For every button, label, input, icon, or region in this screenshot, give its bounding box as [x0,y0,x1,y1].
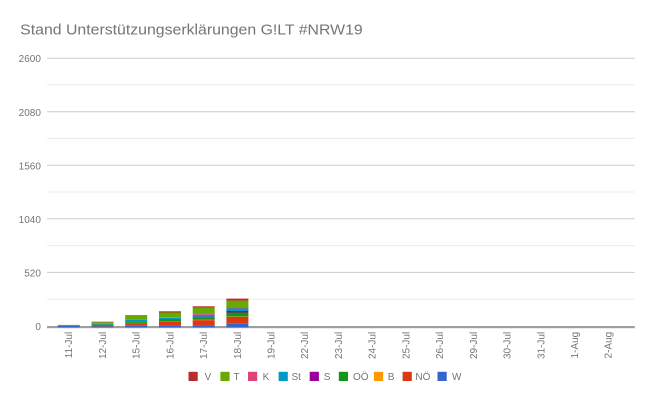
svg-text:29-Jul: 29-Jul [469,332,480,359]
svg-text:V: V [205,372,212,383]
svg-text:24-Jul: 24-Jul [368,332,379,359]
svg-text:25-Jul: 25-Jul [401,332,412,359]
svg-text:Stand Unterstützungserklärunge: Stand Unterstützungserklärungen G!LT #NR… [20,22,363,39]
svg-text:26-Jul: 26-Jul [435,332,446,359]
svg-text:OÖ: OÖ [353,371,369,383]
svg-text:12-Jul: 12-Jul [98,332,109,359]
svg-text:B: B [388,372,395,383]
svg-text:NÖ: NÖ [415,371,430,383]
svg-text:2080: 2080 [19,108,42,119]
svg-text:15-Jul: 15-Jul [132,332,143,359]
svg-text:19-Jul: 19-Jul [267,332,278,359]
svg-text:18-Jul: 18-Jul [233,332,244,359]
svg-text:2-Aug: 2-Aug [604,332,615,359]
svg-text:W: W [452,372,462,383]
svg-text:2600: 2600 [19,54,42,65]
svg-text:31-Jul: 31-Jul [536,332,547,359]
svg-text:T: T [234,372,240,383]
svg-text:16-Jul: 16-Jul [165,332,176,359]
svg-text:0: 0 [35,322,41,333]
svg-text:St: St [292,372,302,383]
svg-text:22-Jul: 22-Jul [300,332,311,359]
svg-text:K: K [263,372,270,383]
svg-text:23-Jul: 23-Jul [334,332,345,359]
svg-text:30-Jul: 30-Jul [503,332,514,359]
svg-text:11-Jul: 11-Jul [64,332,75,359]
svg-text:520: 520 [24,268,41,279]
svg-text:1560: 1560 [19,161,42,172]
svg-text:1-Aug: 1-Aug [570,332,581,359]
svg-text:1040: 1040 [19,215,42,226]
svg-text:17-Jul: 17-Jul [199,332,210,359]
svg-text:S: S [324,372,331,383]
